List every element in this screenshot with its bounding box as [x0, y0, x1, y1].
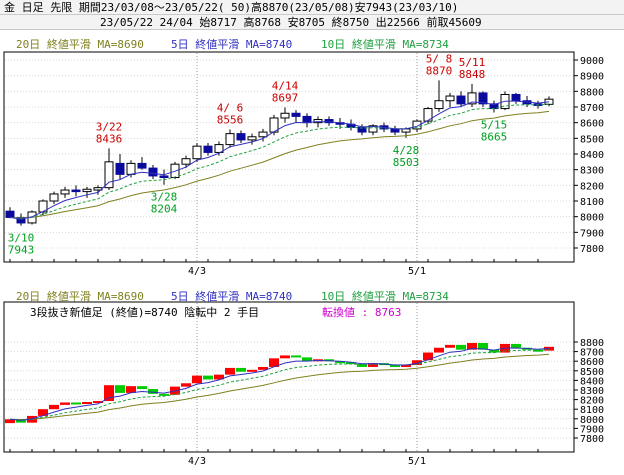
candle-up: [446, 96, 454, 101]
candle-down: [204, 146, 212, 152]
candle-up: [281, 113, 289, 118]
kagi-y-tick-label: 8500: [580, 367, 604, 378]
candle-down: [303, 116, 311, 122]
candle-up: [248, 137, 256, 140]
kagi-y-tick-label: 8300: [580, 386, 604, 397]
candle-down: [138, 163, 146, 168]
candle-down: [457, 96, 465, 104]
kagi-y-tick-label: 8100: [580, 405, 604, 416]
candle-down: [512, 94, 520, 100]
kagi-x-tick-label: 4/3: [188, 456, 206, 467]
kagi-box-down: [456, 345, 466, 350]
candle-down: [391, 129, 399, 132]
kagi-reversal-value: 転換値 : 8763: [322, 306, 401, 319]
kagi-box-down: [148, 389, 158, 394]
kagi-box-down: [291, 355, 301, 357]
kagi-y-tick-label: 8200: [580, 396, 604, 407]
candle-up: [83, 189, 91, 191]
price-y-tick-label: 8500: [580, 134, 604, 145]
chart-canvas: 7800790080008100820083008400850086008700…: [0, 30, 624, 475]
annotation-value: 8697: [272, 91, 299, 104]
candle-up: [61, 190, 69, 194]
kagi-box-up: [104, 385, 114, 401]
price-y-tick-label: 8600: [580, 119, 604, 130]
kagi-box-up: [445, 345, 455, 348]
kagi-box-down: [71, 402, 81, 404]
price-y-tick-label: 8900: [580, 72, 604, 83]
annotation-value: 8848: [459, 68, 486, 81]
kagi-box-up: [126, 386, 136, 393]
candle-up: [193, 146, 201, 159]
kagi-box-down: [511, 344, 521, 348]
price-y-tick-label: 7800: [580, 244, 604, 255]
kagi-box-up: [60, 402, 70, 404]
kagi-y-tick-label: 7900: [580, 424, 604, 435]
kagi-box-up: [423, 353, 433, 361]
kagi-y-tick-label: 8000: [580, 415, 604, 426]
price-y-tick-label: 8300: [580, 166, 604, 177]
kagi-box-up: [280, 355, 290, 358]
annotation-value: 8204: [151, 203, 178, 216]
price-legend-item: 10日 終値平滑 MA=8734: [321, 37, 449, 51]
price-x-tick-label: 5/1: [408, 266, 426, 277]
price-y-tick-label: 8100: [580, 197, 604, 208]
price-y-tick-label: 7900: [580, 228, 604, 239]
candle-down: [116, 163, 124, 174]
header-latest-bar: 23/05/22 24/04 始8717 高8768 安8705 終8750 出…: [0, 15, 624, 30]
candle-down: [160, 176, 168, 178]
candle-up: [50, 194, 58, 201]
kagi-box-up: [49, 405, 59, 409]
price-y-tick-label: 8700: [580, 103, 604, 114]
annotation-value: 8665: [481, 130, 508, 143]
kagi-legend-item: 10日 終値平滑 MA=8734: [321, 289, 449, 303]
kagi-x-tick-label: 5/1: [408, 456, 426, 467]
kagi-y-tick-label: 8600: [580, 357, 604, 368]
kagi-legend-item: 20日 終値平滑 MA=8690: [16, 289, 144, 303]
candle-down: [149, 168, 157, 176]
kagi-box-up: [192, 376, 202, 384]
candle-down: [72, 190, 80, 192]
candle-up: [127, 163, 135, 174]
kagi-y-tick-label: 8700: [580, 348, 604, 359]
kagi-y-tick-label: 8400: [580, 376, 604, 387]
price-y-tick-label: 8800: [580, 87, 604, 98]
price-x-tick-label: 4/3: [188, 266, 206, 277]
price-y-tick-label: 8000: [580, 213, 604, 224]
candle-up: [182, 159, 190, 164]
candle-down: [237, 134, 245, 140]
kagi-panel-frame: [4, 302, 574, 452]
candle-up: [259, 132, 267, 137]
kagi-box-down: [137, 386, 147, 389]
kagi-legend-item: 5日 終値平滑 MA=8740: [171, 289, 292, 303]
price-legend-item: 20日 終値平滑 MA=8690: [16, 37, 144, 51]
kagi-box-up: [181, 383, 191, 386]
kagi-box-up: [225, 368, 235, 375]
annotation-value: 8436: [96, 132, 123, 145]
header-summary: 金 日足 先限 期間23/03/08～23/05/22( 50)高8870(23…: [0, 0, 624, 15]
candle-down: [6, 211, 14, 217]
annotation-value: 8503: [393, 156, 420, 169]
price-legend-item: 5日 終値平滑 MA=8740: [171, 37, 292, 51]
annotation-value: 8870: [426, 64, 453, 77]
kagi-box-down: [236, 368, 246, 372]
kagi-box-down: [115, 385, 125, 393]
annotation-value: 7943: [8, 244, 35, 257]
kagi-info-text: 3段抜き新値足 (終値)=8740 陰転中 2 手目: [30, 305, 259, 319]
annotation-value: 8556: [217, 114, 244, 127]
kagi-box-up: [434, 348, 444, 353]
candle-down: [292, 113, 300, 116]
candle-up: [105, 162, 113, 188]
kagi-box-up: [247, 370, 257, 372]
price-y-tick-label: 9000: [580, 56, 604, 67]
kagi-y-tick-label: 8800: [580, 338, 604, 349]
price-y-tick-label: 8400: [580, 150, 604, 161]
candle-up: [435, 101, 443, 109]
kagi-box-down: [203, 376, 213, 380]
price-y-tick-label: 8200: [580, 181, 604, 192]
kagi-box-up: [82, 402, 92, 404]
candle-up: [402, 129, 410, 132]
kagi-y-tick-label: 7800: [580, 434, 604, 445]
candle-up: [226, 134, 234, 145]
